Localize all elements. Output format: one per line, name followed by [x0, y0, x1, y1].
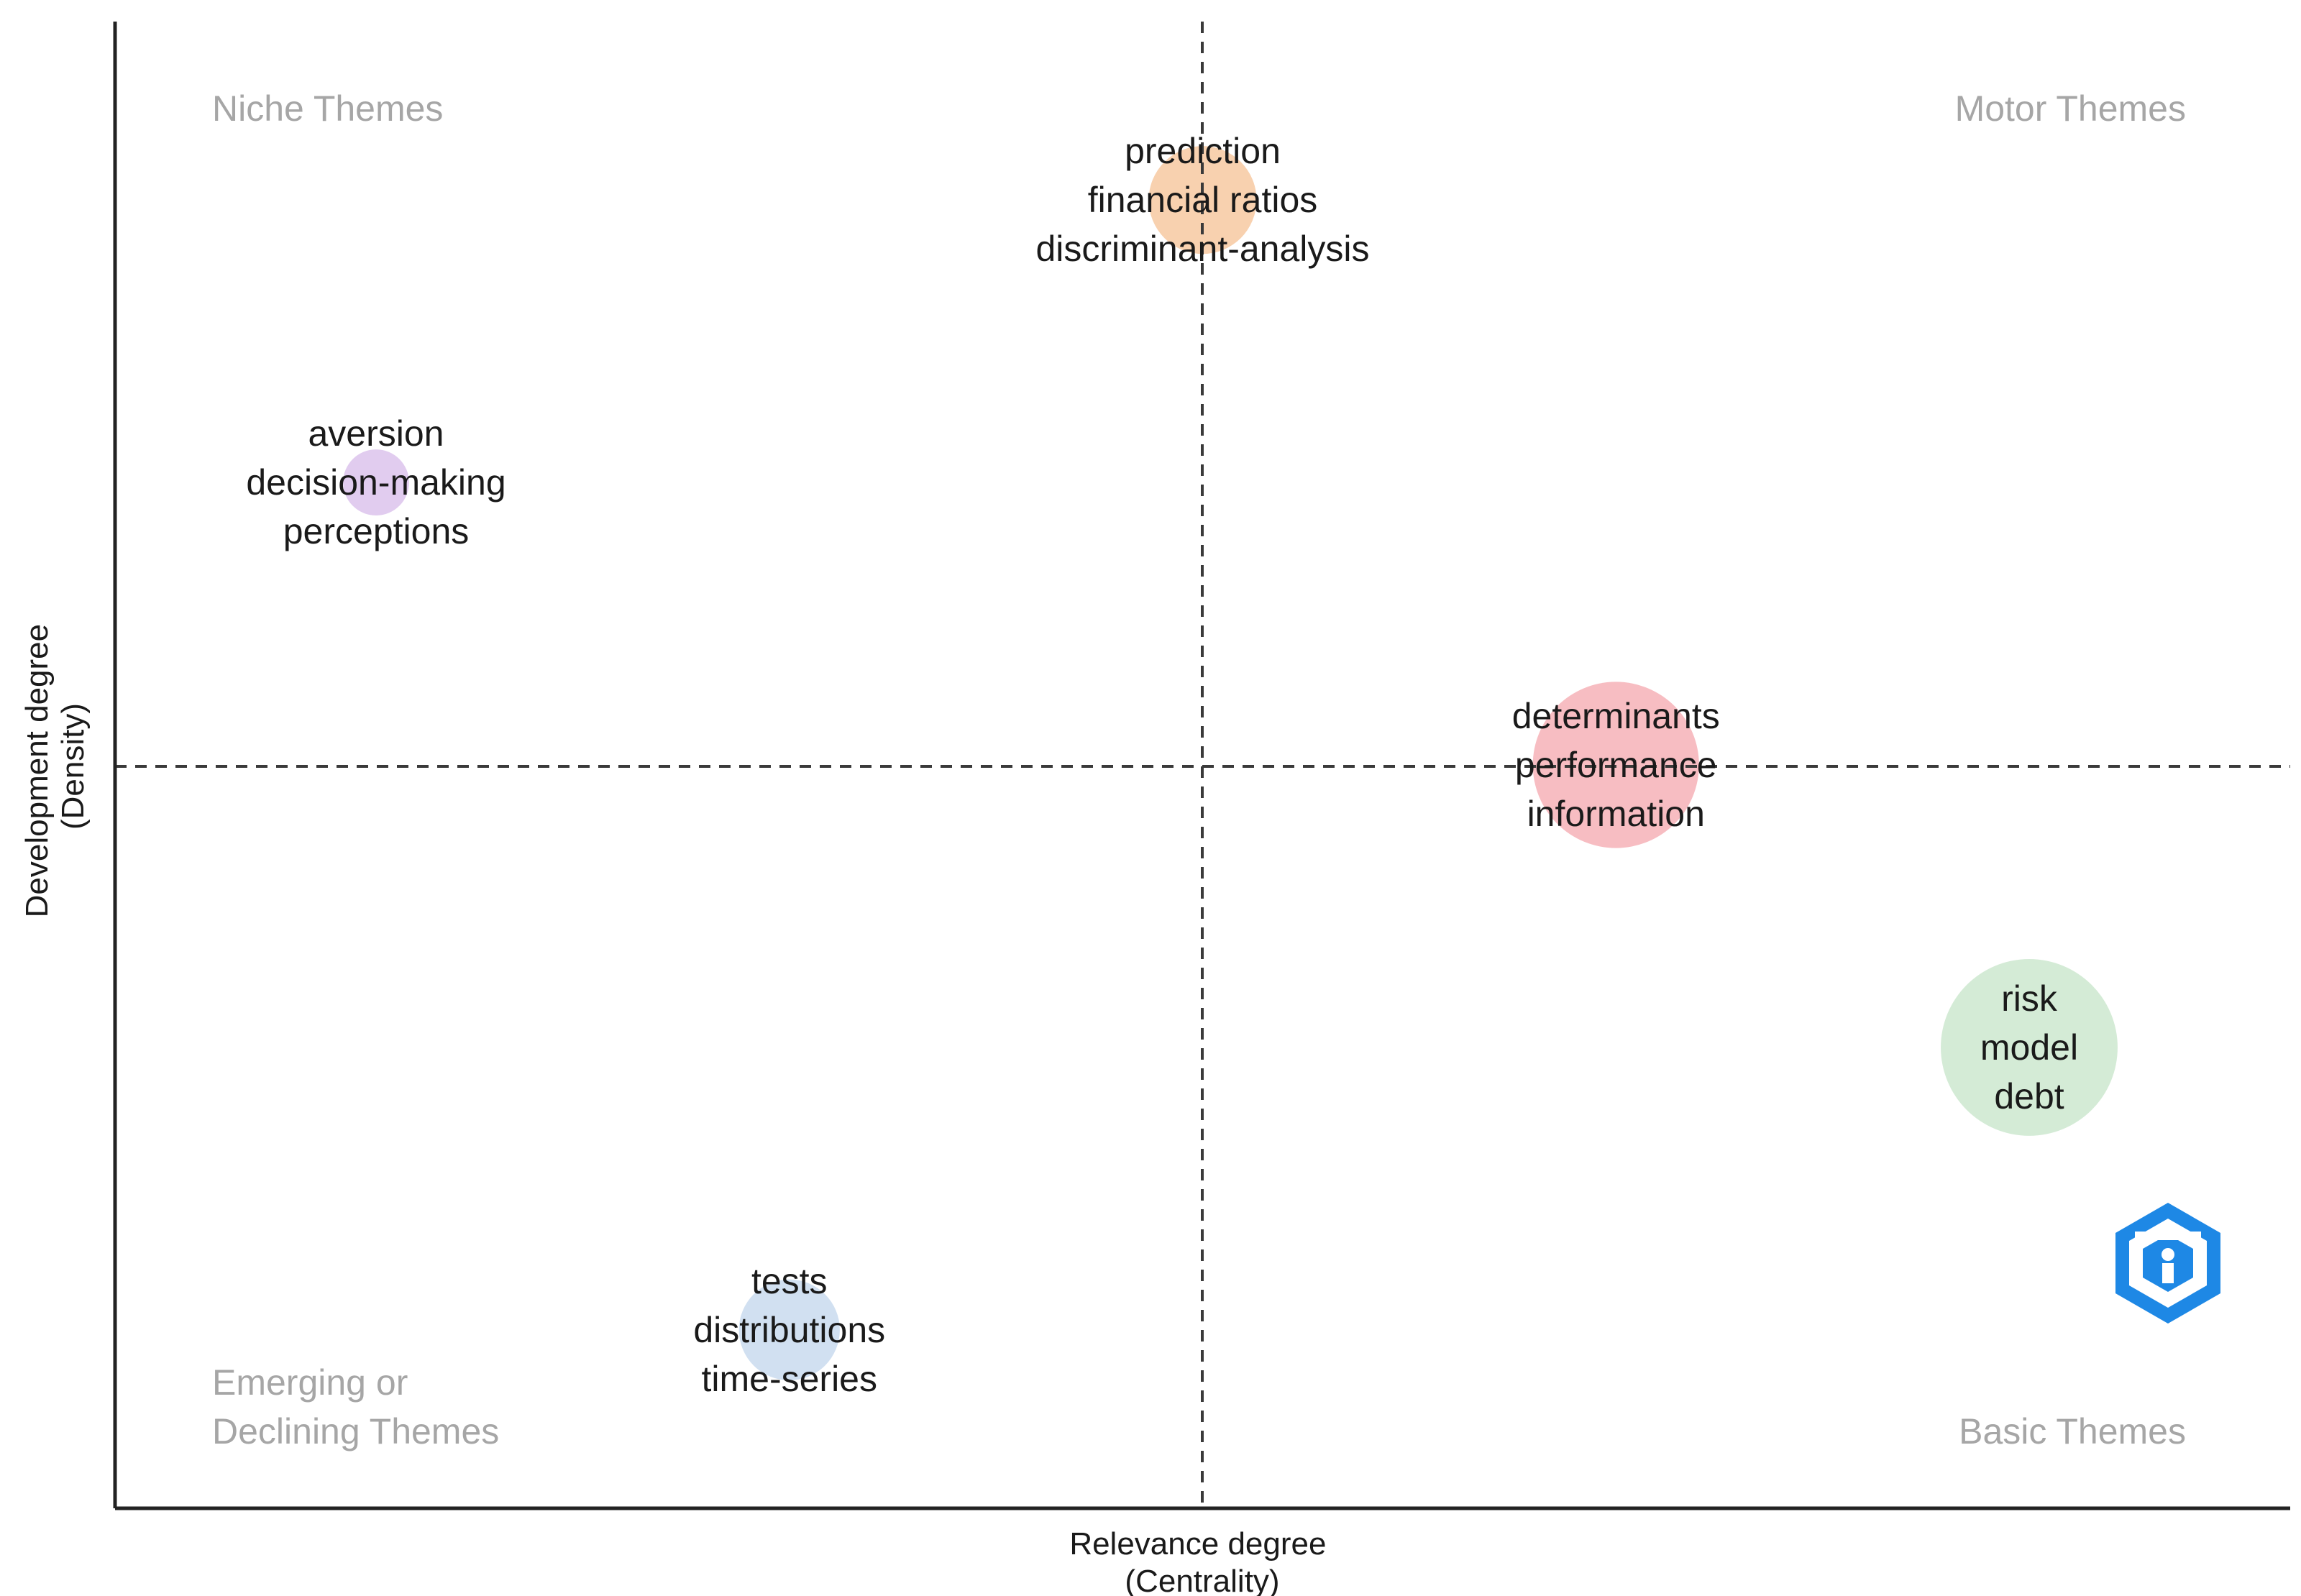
cluster-label-risk: risk model debt: [1980, 978, 2078, 1116]
cluster-term: performance: [1515, 745, 1717, 785]
quadrant-labels: Niche Themes Motor Themes Emerging or Decli…: [212, 88, 2186, 1451]
y-axis-title-line-2: (Density): [55, 703, 91, 830]
y-axis-title: Development degree (Density): [19, 615, 91, 918]
quadrant-label-bottom-right: Basic Themes: [1959, 1411, 2186, 1451]
bubbles-layer: [343, 146, 2118, 1380]
cluster-term: discriminant-analysis: [1035, 229, 1369, 269]
quadrant-label-top-right: Motor Themes: [1955, 88, 2186, 129]
y-axis-title-line-1: Development degree: [19, 624, 55, 917]
cluster-term: perceptions: [283, 511, 470, 551]
quadrant-label-bottom-left: Emerging or Declining Themes: [212, 1362, 499, 1451]
quadrant-label-top-left: Niche Themes: [212, 88, 443, 129]
logo-figure-body: [2162, 1263, 2174, 1283]
cluster-term: aversion: [308, 413, 444, 454]
quadrant-label-line: Emerging or: [212, 1362, 408, 1403]
logo-banner: [2135, 1232, 2201, 1240]
cluster-bubble-risk: [1941, 958, 2118, 1136]
cluster-label-prediction: prediction financial ratios discriminant-a…: [1035, 131, 1369, 269]
cluster-bubble-prediction: [1148, 146, 1257, 254]
quadrant-label-line: Basic Themes: [1959, 1411, 2186, 1451]
x-axis-title-line-1: Relevance degree: [1069, 1526, 1326, 1561]
quadrant-label-line: Niche Themes: [212, 88, 443, 129]
cluster-term: model: [1980, 1027, 2078, 1068]
x-axis-title: Relevance degree (Centrality): [1069, 1526, 1335, 1596]
cluster-label-aversion: aversion decision-making perceptions: [246, 413, 506, 551]
quadrant-label-line: Motor Themes: [1955, 88, 2186, 129]
cluster-term: tests: [751, 1261, 828, 1301]
logo-figure-head: [2162, 1248, 2174, 1261]
bibliometrix-logo: [2115, 1203, 2220, 1324]
cluster-label-tests: tests distributions time-series: [693, 1261, 885, 1399]
cluster-term: distributions: [693, 1310, 885, 1350]
cluster-label-determinants: determinants performance information: [1512, 696, 1720, 834]
quadrant-label-line: Declining Themes: [212, 1411, 499, 1451]
cluster-term: decision-making: [246, 462, 506, 503]
cluster-term: risk: [2001, 978, 2058, 1019]
cluster-term: prediction: [1125, 131, 1281, 171]
bubble-labels-layer: prediction financial ratios discriminant-a…: [246, 131, 2078, 1399]
cluster-bubble-aversion: [343, 449, 409, 516]
cluster-bubble-tests: [738, 1279, 840, 1380]
cluster-term: information: [1527, 794, 1705, 834]
cluster-term: debt: [1994, 1076, 2064, 1116]
cluster-term: financial ratios: [1088, 180, 1318, 220]
x-axis-title-line-2: (Centrality): [1125, 1564, 1279, 1596]
cluster-term: determinants: [1512, 696, 1720, 736]
cluster-term: time-series: [702, 1359, 877, 1399]
